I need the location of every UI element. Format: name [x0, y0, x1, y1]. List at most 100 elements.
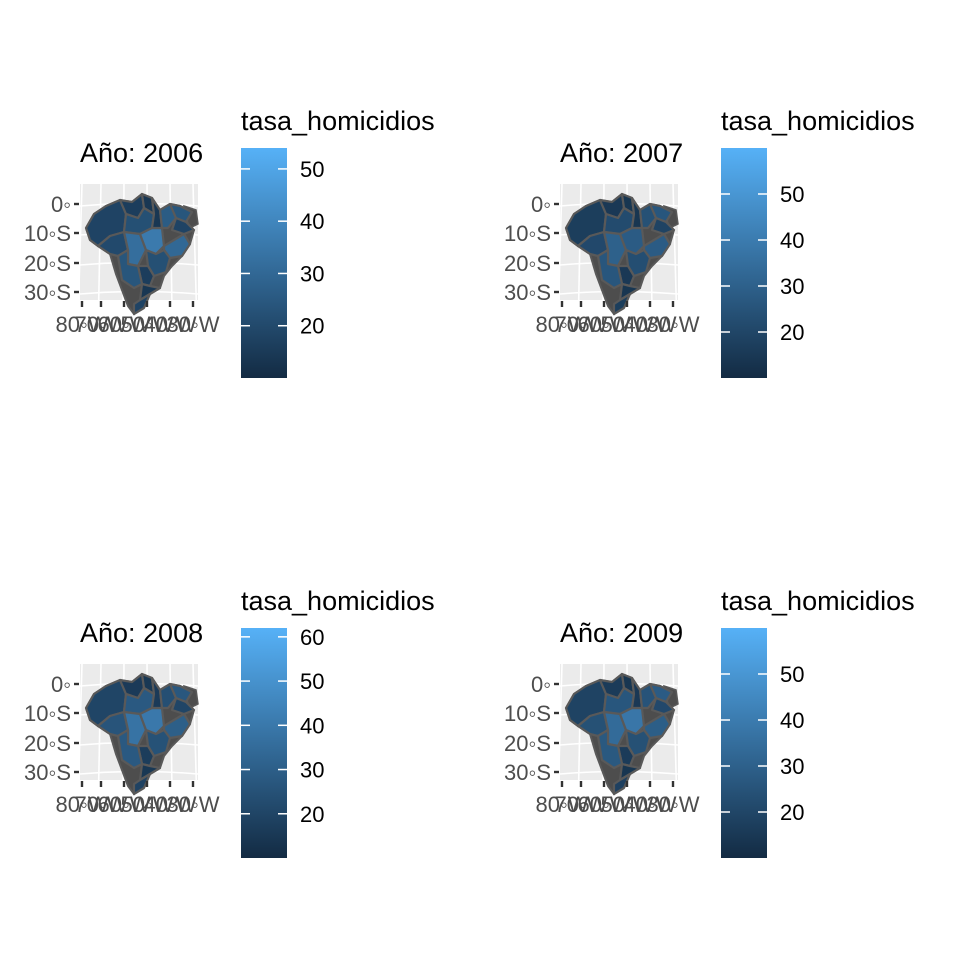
state-region	[170, 696, 196, 716]
state-region	[648, 682, 674, 704]
state-region	[596, 728, 624, 770]
state-region	[116, 248, 144, 290]
legend-title: tasa_homicidios	[241, 586, 435, 616]
lon-label: 30◦W	[166, 312, 219, 337]
state-region	[630, 196, 644, 230]
lon-label: 50◦W	[120, 792, 173, 817]
colorbar-label: 30	[780, 754, 804, 779]
state-region	[170, 216, 196, 236]
lat-label: 0◦	[51, 672, 71, 697]
colorbar-label: 40	[780, 228, 804, 253]
colorbar-label: 30	[300, 758, 324, 783]
state-region	[612, 772, 632, 796]
panel-title: Año: 2009	[560, 618, 683, 648]
lon-label: 30◦W	[646, 312, 699, 337]
state-region	[168, 202, 194, 224]
lon-label: 70◦W	[554, 792, 607, 817]
colorbar-label: 50	[300, 669, 324, 694]
state-region	[650, 216, 676, 236]
legend-title: tasa_homicidios	[241, 106, 435, 136]
colorbar-label: 40	[780, 708, 804, 733]
lat-label: 0◦	[51, 192, 71, 217]
state-region	[612, 292, 632, 316]
state-region	[132, 292, 152, 316]
panel-title: Año: 2007	[560, 138, 683, 168]
lon-label: 80◦W	[55, 792, 108, 817]
lon-label: 80◦W	[535, 312, 588, 337]
lon-label: 80◦W	[535, 792, 588, 817]
panel-title: Año: 2008	[80, 618, 203, 648]
colorbar-label: 20	[780, 800, 804, 825]
state-region	[132, 772, 152, 796]
lat-label: 20◦S	[24, 731, 71, 756]
lon-label: 60◦W	[97, 312, 150, 337]
state-region	[630, 676, 644, 710]
lon-label: 40◦W	[623, 792, 676, 817]
map-panel-2: Año: 20070◦10◦S20◦S30◦S80◦W70◦W60◦W50◦W4…	[504, 106, 915, 378]
lon-label: 30◦W	[646, 792, 699, 817]
colorbar-legend: tasa_homicidios 20 30 40 50	[241, 106, 435, 378]
lat-label: 10◦S	[504, 221, 551, 246]
colorbar	[241, 628, 287, 858]
colorbar-label: 40	[300, 209, 324, 234]
map-panel-3: Año: 20080◦10◦S20◦S30◦S80◦W70◦W60◦W50◦W4…	[24, 586, 435, 858]
legend-title: tasa_homicidios	[721, 106, 915, 136]
lat-label: 10◦S	[24, 701, 71, 726]
lon-label: 40◦W	[143, 312, 196, 337]
lat-label: 30◦S	[24, 280, 71, 305]
brazil-map	[564, 192, 679, 316]
panel-title: Año: 2006	[80, 138, 203, 168]
lon-label: 50◦W	[600, 312, 653, 337]
colorbar-label: 20	[300, 802, 324, 827]
colorbar-legend: tasa_homicidios 20 30 40 50 60	[241, 586, 435, 858]
brazil-map	[564, 672, 679, 796]
brazil-map	[84, 192, 199, 316]
state-region	[116, 728, 144, 770]
state-region	[648, 202, 674, 224]
colorbar	[721, 628, 767, 858]
lon-label: 70◦W	[554, 312, 607, 337]
state-region	[150, 196, 164, 230]
lat-label: 20◦S	[504, 251, 551, 276]
state-region	[168, 682, 194, 704]
lon-label: 60◦W	[97, 792, 150, 817]
lat-label: 30◦S	[504, 760, 551, 785]
lat-label: 10◦S	[24, 221, 71, 246]
map-panel-4: Año: 20090◦10◦S20◦S30◦S80◦W70◦W60◦W50◦W4…	[504, 586, 915, 858]
lon-label: 60◦W	[577, 312, 630, 337]
brazil-map	[84, 672, 199, 796]
colorbar	[721, 148, 767, 378]
state-region	[596, 248, 624, 290]
state-region	[150, 676, 164, 710]
map-panel-1: Año: 20060◦10◦S20◦S30◦S80◦W70◦W60◦W50◦W4…	[24, 106, 435, 378]
lon-label: 50◦W	[600, 792, 653, 817]
lat-label: 0◦	[531, 672, 551, 697]
lon-label: 70◦W	[74, 312, 127, 337]
colorbar-label: 40	[300, 713, 324, 738]
lat-label: 0◦	[531, 192, 551, 217]
lat-label: 20◦S	[504, 731, 551, 756]
legend-title: tasa_homicidios	[721, 586, 915, 616]
colorbar-legend: tasa_homicidios 20 30 40 50	[721, 586, 915, 858]
lat-label: 20◦S	[24, 251, 71, 276]
lon-label: 70◦W	[74, 792, 127, 817]
lon-label: 80◦W	[55, 312, 108, 337]
colorbar-label: 30	[300, 261, 324, 286]
lat-label: 30◦S	[24, 760, 71, 785]
lon-label: 60◦W	[577, 792, 630, 817]
state-region	[650, 696, 676, 716]
lon-label: 40◦W	[623, 312, 676, 337]
colorbar-label: 50	[300, 157, 324, 182]
lat-label: 10◦S	[504, 701, 551, 726]
lon-label: 40◦W	[143, 792, 196, 817]
colorbar-label: 20	[780, 320, 804, 345]
colorbar-label: 30	[780, 274, 804, 299]
colorbar-label: 50	[780, 662, 804, 687]
colorbar	[241, 148, 287, 378]
colorbar-legend: tasa_homicidios 20 30 40 50	[721, 106, 915, 378]
lon-label: 50◦W	[120, 312, 173, 337]
lat-label: 30◦S	[504, 280, 551, 305]
colorbar-label: 50	[780, 182, 804, 207]
lon-label: 30◦W	[166, 792, 219, 817]
